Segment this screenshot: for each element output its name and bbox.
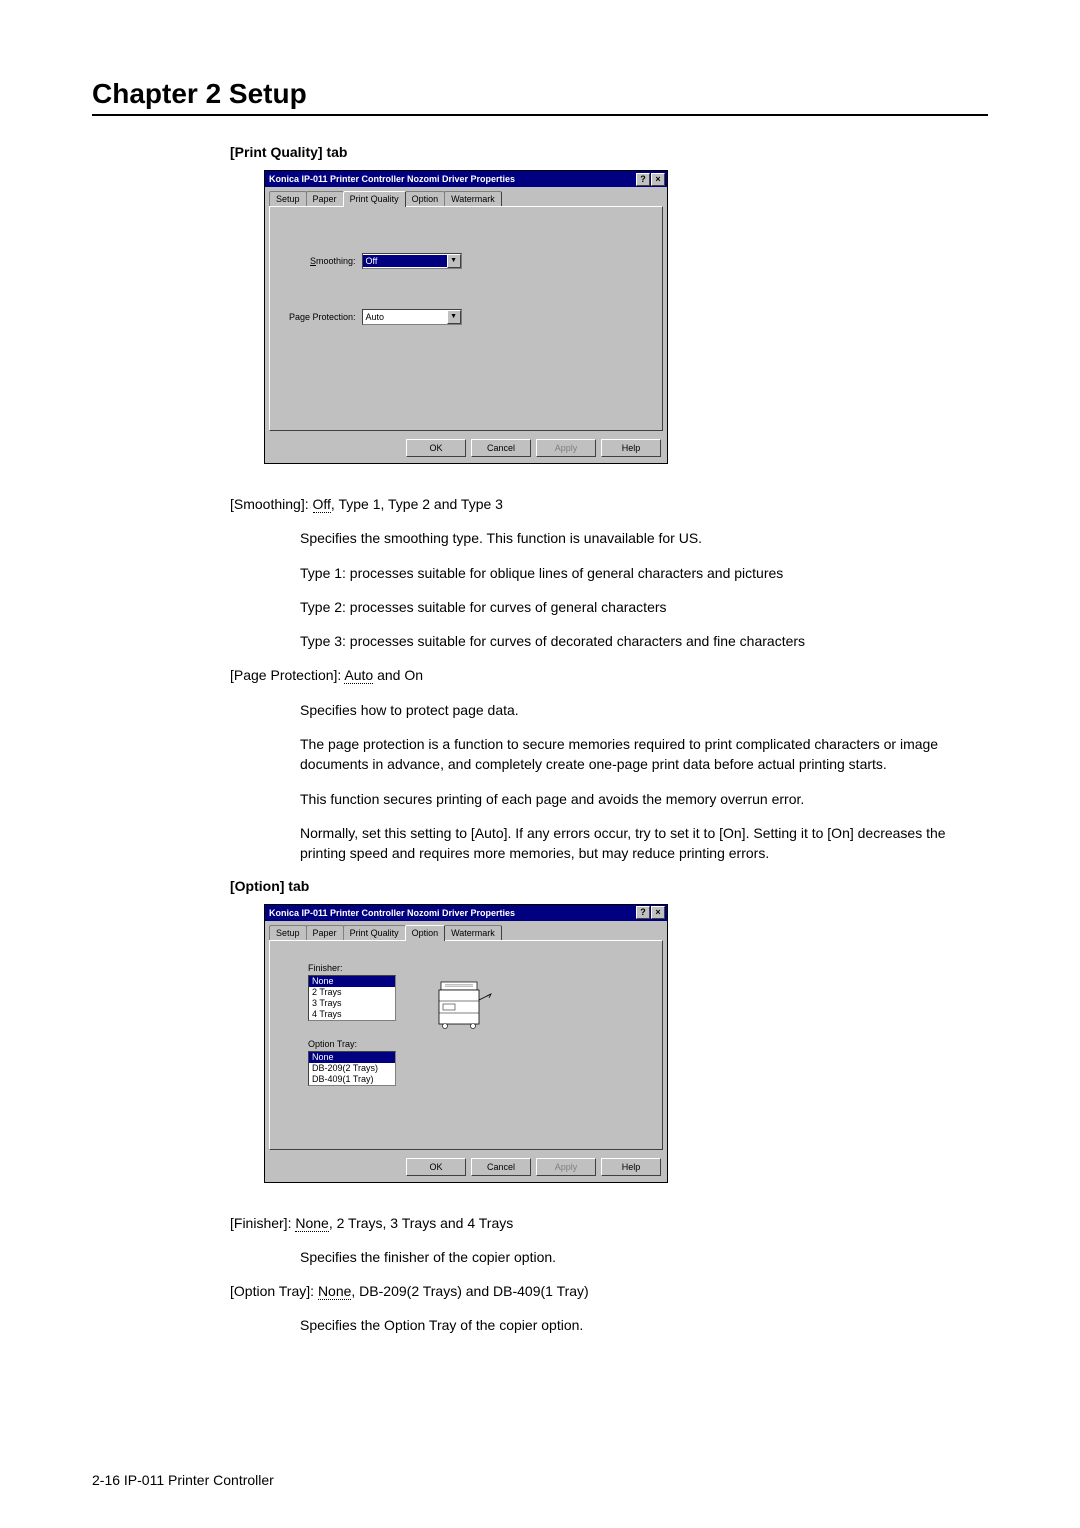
pp-desc4: Normally, set this setting to [Auto]. If…: [300, 823, 988, 864]
ok-button[interactable]: OK: [406, 439, 466, 457]
dialog-buttons: OK Cancel Apply Help: [265, 435, 667, 463]
smoothing-label: Smoothing:: [310, 256, 356, 266]
chapter-title: Chapter 2 Setup: [92, 78, 988, 110]
list-item[interactable]: None: [309, 1052, 395, 1063]
smoothing-desc: Specifies the smoothing type. This funct…: [300, 528, 988, 548]
tab-print-quality[interactable]: Print Quality: [343, 191, 406, 207]
type2-desc: Type 2: processes suitable for curves of…: [300, 597, 988, 617]
smoothing-value: Off: [363, 255, 447, 267]
chapter-rule: [92, 114, 988, 116]
help-icon[interactable]: ?: [636, 906, 650, 919]
print-quality-dialog: Konica IP-011 Printer Controller Nozomi …: [264, 170, 988, 464]
option-tray-desc: Specifies the Option Tray of the copier …: [300, 1315, 988, 1335]
section-print-quality: [Print Quality] tab: [230, 144, 988, 160]
pp-desc3: This function secures printing of each p…: [300, 789, 988, 809]
smoothing-heading: [Smoothing]: Off, Type 1, Type 2 and Typ…: [230, 494, 988, 514]
list-item[interactable]: None: [309, 976, 395, 987]
tabstrip-2: Setup Paper Print Quality Option Waterma…: [265, 921, 667, 940]
dialog-titlebar: Konica IP-011 Printer Controller Nozomi …: [265, 171, 667, 187]
dialog-title: Konica IP-011 Printer Controller Nozomi …: [269, 174, 515, 184]
tab-paper[interactable]: Paper: [306, 191, 344, 206]
list-item[interactable]: 4 Trays: [309, 1009, 395, 1020]
finisher-heading: [Finisher]: None, 2 Trays, 3 Trays and 4…: [230, 1213, 988, 1233]
tab-panel: Smoothing: Off ▼ Page Protection: Auto ▼: [269, 206, 663, 431]
close-icon[interactable]: ×: [651, 173, 665, 186]
page-protection-combo[interactable]: Auto ▼: [362, 309, 462, 325]
apply-button[interactable]: Apply: [536, 439, 596, 457]
help-button[interactable]: Help: [601, 1158, 661, 1176]
apply-button[interactable]: Apply: [536, 1158, 596, 1176]
close-icon[interactable]: ×: [651, 906, 665, 919]
list-item[interactable]: 3 Trays: [309, 998, 395, 1009]
type3-desc: Type 3: processes suitable for curves of…: [300, 631, 988, 651]
page-protection-heading: [Page Protection]: Auto and On: [230, 665, 988, 685]
option-tray-listbox[interactable]: None DB-209(2 Trays) DB-409(1 Tray): [308, 1051, 396, 1086]
tab-watermark[interactable]: Watermark: [444, 925, 502, 940]
cancel-button[interactable]: Cancel: [471, 1158, 531, 1176]
finisher-desc: Specifies the finisher of the copier opt…: [300, 1247, 988, 1267]
dialog-title-2: Konica IP-011 Printer Controller Nozomi …: [269, 908, 515, 918]
ok-button[interactable]: OK: [406, 1158, 466, 1176]
tab-option[interactable]: Option: [405, 925, 446, 941]
option-tray-label: Option Tray:: [308, 1039, 396, 1049]
page-protection-label: Page Protection:: [289, 312, 356, 322]
dialog-titlebar-2: Konica IP-011 Printer Controller Nozomi …: [265, 905, 667, 921]
pp-desc2: The page protection is a function to sec…: [300, 734, 988, 775]
finisher-listbox[interactable]: None 2 Trays 3 Trays 4 Trays: [308, 975, 396, 1021]
tab-print-quality[interactable]: Print Quality: [343, 925, 406, 940]
list-item[interactable]: 2 Trays: [309, 987, 395, 998]
print-quality-description: [Smoothing]: Off, Type 1, Type 2 and Typ…: [230, 494, 988, 864]
section-option: [Option] tab: [230, 878, 988, 894]
tab-setup[interactable]: Setup: [269, 191, 307, 206]
chevron-down-icon[interactable]: ▼: [447, 310, 461, 324]
option-dialog: Konica IP-011 Printer Controller Nozomi …: [264, 904, 988, 1183]
finisher-label: Finisher:: [308, 963, 396, 973]
printer-preview-icon: [435, 976, 505, 1049]
type1-desc: Type 1: processes suitable for oblique l…: [300, 563, 988, 583]
page-protection-value: Auto: [363, 311, 447, 323]
tab-setup[interactable]: Setup: [269, 925, 307, 940]
help-icon[interactable]: ?: [636, 173, 650, 186]
dialog-buttons-2: OK Cancel Apply Help: [265, 1154, 667, 1182]
tab-watermark[interactable]: Watermark: [444, 191, 502, 206]
chevron-down-icon[interactable]: ▼: [447, 254, 461, 268]
option-tray-heading: [Option Tray]: None, DB-209(2 Trays) and…: [230, 1281, 988, 1301]
list-item[interactable]: DB-209(2 Trays): [309, 1063, 395, 1074]
tab-panel-2: Finisher: None 2 Trays 3 Trays 4 Trays O…: [269, 940, 663, 1150]
tabstrip: Setup Paper Print Quality Option Waterma…: [265, 187, 667, 206]
smoothing-combo[interactable]: Off ▼: [362, 253, 462, 269]
page-footer: 2-16 IP-011 Printer Controller: [92, 1472, 274, 1488]
option-description: [Finisher]: None, 2 Trays, 3 Trays and 4…: [230, 1213, 988, 1336]
pp-desc1: Specifies how to protect page data.: [300, 700, 988, 720]
tab-option[interactable]: Option: [405, 191, 446, 206]
help-button[interactable]: Help: [601, 439, 661, 457]
tab-paper[interactable]: Paper: [306, 925, 344, 940]
cancel-button[interactable]: Cancel: [471, 439, 531, 457]
list-item[interactable]: DB-409(1 Tray): [309, 1074, 395, 1085]
